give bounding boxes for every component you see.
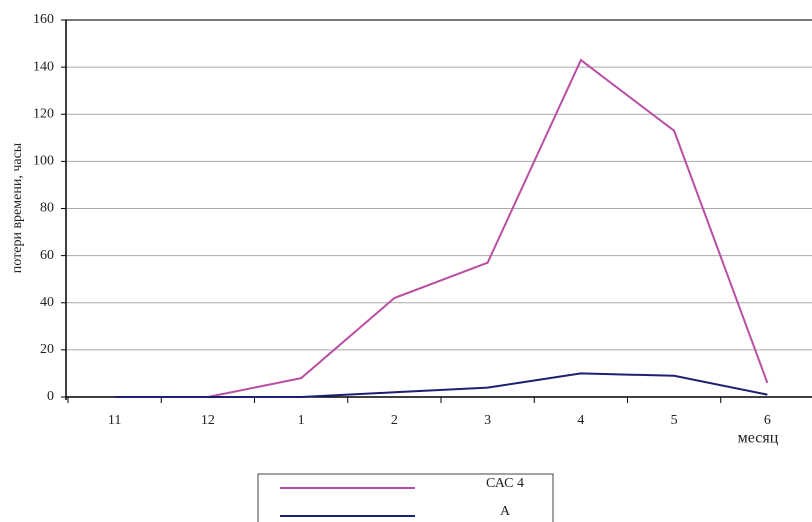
x-tick-label: 3 bbox=[484, 413, 491, 428]
y-tick-label: 80 bbox=[40, 201, 54, 216]
x-tick-label: 11 bbox=[108, 413, 121, 428]
x-tick-label: 4 bbox=[577, 413, 584, 428]
y-tick-label: 60 bbox=[40, 248, 54, 263]
x-tick-label: 1 bbox=[298, 413, 305, 428]
x-tick-label: 5 bbox=[671, 413, 678, 428]
y-axis-label: потери времени, часы bbox=[10, 142, 25, 273]
legend-label: А bbox=[500, 504, 511, 519]
y-tick-label: 160 bbox=[33, 12, 54, 27]
x-tick-label: 6 bbox=[764, 413, 771, 428]
y-tick-label: 0 bbox=[47, 389, 54, 404]
x-tick-label: 12 bbox=[201, 413, 215, 428]
series-line bbox=[114, 372, 768, 398]
legend-box bbox=[257, 473, 554, 522]
legend-label: САС 4 bbox=[486, 476, 524, 491]
y-tick-label: 140 bbox=[33, 59, 54, 74]
series-line bbox=[114, 58, 769, 398]
y-tick-label: 100 bbox=[33, 154, 54, 169]
x-axis-label: месяц bbox=[738, 430, 779, 447]
y-tick-label: 120 bbox=[33, 106, 54, 121]
x-tick-label: 2 bbox=[391, 413, 398, 428]
y-tick-label: 20 bbox=[40, 342, 54, 357]
y-tick-label: 40 bbox=[40, 295, 54, 310]
